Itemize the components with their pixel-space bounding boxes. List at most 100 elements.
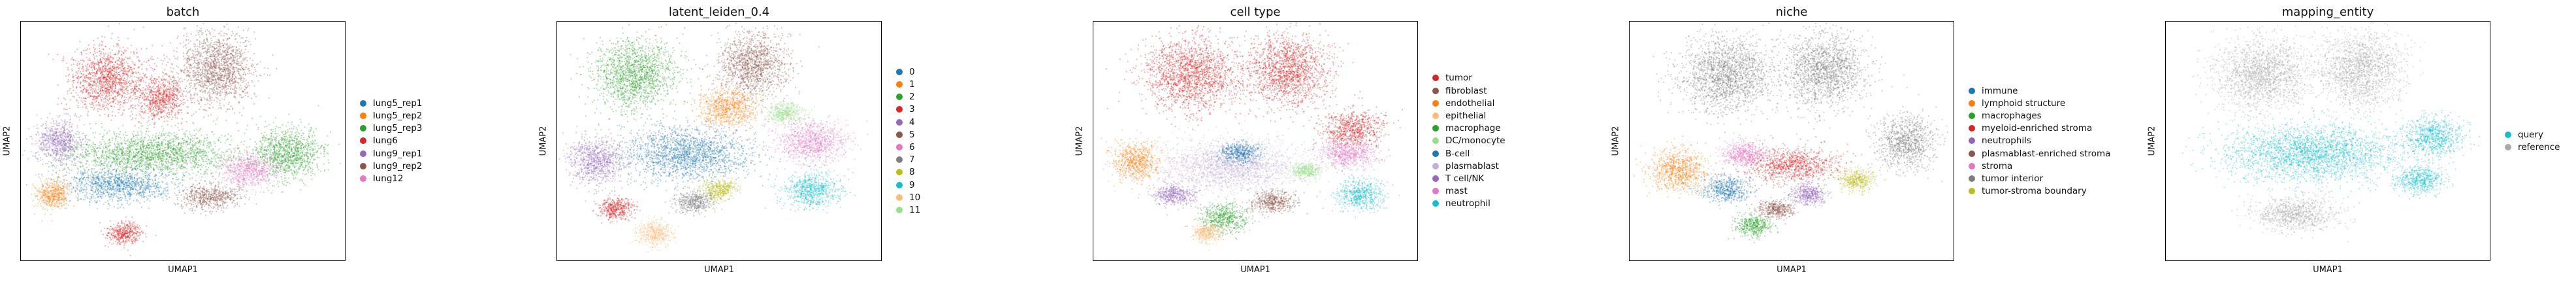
legend-item: plasmablast-enriched stroma	[1969, 147, 2110, 160]
cluster-endothelial	[1101, 129, 1183, 190]
legend-label: tumor	[1445, 73, 1472, 83]
legend-label: macrophage	[1445, 123, 1501, 133]
legend-label: plasmablast-enriched stroma	[1982, 149, 2110, 159]
legend-item: tumor interior	[1969, 172, 2110, 185]
legend-item: reference	[2505, 141, 2560, 153]
legend-marker	[360, 137, 366, 145]
y-axis-label: UMAP2	[1611, 124, 1621, 157]
legend-label: T cell/NK	[1445, 173, 1484, 184]
legend-item: lymphoid structure	[1969, 97, 2110, 109]
cluster-mast	[1301, 131, 1391, 177]
legend: lung5_rep1 lung5_rep2 lung5_rep3 lung6 lung9…	[360, 97, 423, 185]
legend-label: lung6	[373, 135, 398, 146]
chart-title: cell type	[1093, 5, 1418, 19]
legend-marker	[896, 118, 903, 126]
legend-label: 5	[909, 130, 915, 140]
cluster-lung6	[122, 63, 200, 128]
cluster-reference	[2231, 185, 2356, 243]
cluster-lung5-rep1	[25, 152, 220, 210]
cluster-macrophage	[1184, 196, 1266, 241]
cluster-stroma	[1715, 132, 1780, 173]
chart-title: niche	[1629, 5, 1954, 19]
legend-item: macrophage	[1432, 122, 1505, 135]
legend-item: neutrophil	[1432, 198, 1505, 210]
legend-marker	[896, 131, 903, 138]
plot-area	[556, 21, 882, 261]
cluster-fibroblast	[1246, 186, 1318, 218]
legend-item: lung5_rep2	[360, 109, 423, 122]
legend-marker	[360, 162, 366, 169]
legend-item: DC/monocyte	[1432, 135, 1505, 147]
legend-label: myeloid-enriched stroma	[1982, 123, 2092, 133]
legend-marker	[1969, 137, 1975, 145]
x-axis-label: UMAP1	[556, 265, 882, 275]
cluster-4	[558, 124, 648, 202]
legend-marker	[1432, 200, 1439, 207]
legend-label: endothelial	[1445, 98, 1494, 109]
cluster-t-cell-nk	[1138, 176, 1202, 216]
cluster-9	[759, 156, 856, 214]
cluster-immune	[1688, 172, 1763, 209]
legend-marker	[1969, 113, 1975, 120]
legend-item: plasmablast	[1432, 160, 1505, 172]
legend-marker	[896, 68, 903, 75]
cluster-myeloid-enriched-stroma	[1722, 135, 1870, 191]
plot-area	[20, 21, 346, 261]
cluster-lung6	[48, 23, 174, 127]
cluster-lung5-rep2	[30, 173, 86, 222]
plot-area	[1093, 21, 1418, 261]
legend-item: 5	[896, 128, 920, 141]
cluster-query	[2391, 109, 2481, 170]
legend-label: 4	[909, 117, 915, 128]
legend-label: lung9_rep2	[373, 161, 423, 171]
legend-label: reference	[2518, 142, 2560, 152]
cluster-11	[760, 97, 816, 130]
legend-marker	[1432, 125, 1439, 132]
legend-marker	[360, 175, 366, 183]
legend-item: mast	[1432, 185, 1505, 198]
y-axis-label: UMAP2	[3, 124, 12, 157]
chart-title: batch	[20, 5, 346, 19]
legend-label: 7	[909, 154, 915, 165]
legend-item: lung12	[360, 172, 423, 185]
legend-marker	[360, 150, 366, 157]
cluster-neutrophils	[1782, 177, 1832, 208]
legend-marker	[1969, 162, 1975, 169]
legend-marker	[896, 106, 903, 113]
legend-marker	[896, 94, 903, 101]
y-axis-label: UMAP2	[2148, 124, 2157, 157]
legend-label: lung5_rep3	[373, 123, 423, 133]
cluster-tumor	[1223, 22, 1363, 127]
legend-marker	[1432, 113, 1439, 120]
legend-marker	[1432, 150, 1439, 157]
x-axis-label: UMAP1	[20, 265, 346, 275]
legend-item: 0	[896, 65, 920, 78]
cluster-8	[697, 173, 741, 209]
legend-item: lung9_rep2	[360, 160, 423, 172]
cluster-10	[630, 215, 680, 253]
cluster-lymphoid-structure	[1634, 135, 1725, 199]
legend-label: 1	[909, 79, 915, 90]
legend-marker	[1432, 162, 1439, 169]
scatter-svg	[22, 23, 342, 256]
cluster-tumor-stroma-boundary	[1827, 164, 1887, 196]
x-axis-label: UMAP1	[2165, 265, 2490, 275]
cluster-5	[690, 22, 820, 113]
cluster-plasmablast	[1108, 115, 1355, 217]
cluster-tumor-interior	[1652, 22, 1811, 144]
cluster-lung12	[203, 147, 294, 196]
legend-marker	[360, 99, 366, 107]
cluster-tumor	[1105, 25, 1272, 142]
cluster-7	[664, 186, 723, 217]
legend-item: 1	[896, 78, 920, 90]
cluster-tumor-interior	[1865, 86, 1949, 182]
legend-marker	[360, 113, 366, 120]
legend-item: stroma	[1969, 160, 2110, 172]
legend-marker	[1432, 188, 1439, 195]
legend-item: neutrophils	[1969, 135, 2110, 147]
legend-item: lung9_rep1	[360, 147, 423, 160]
legend-label: lung5_rep2	[373, 111, 423, 121]
legend-item: immune	[1969, 84, 2110, 97]
legend-item: query	[2505, 128, 2560, 141]
chart-title: mapping_entity	[2165, 5, 2490, 19]
